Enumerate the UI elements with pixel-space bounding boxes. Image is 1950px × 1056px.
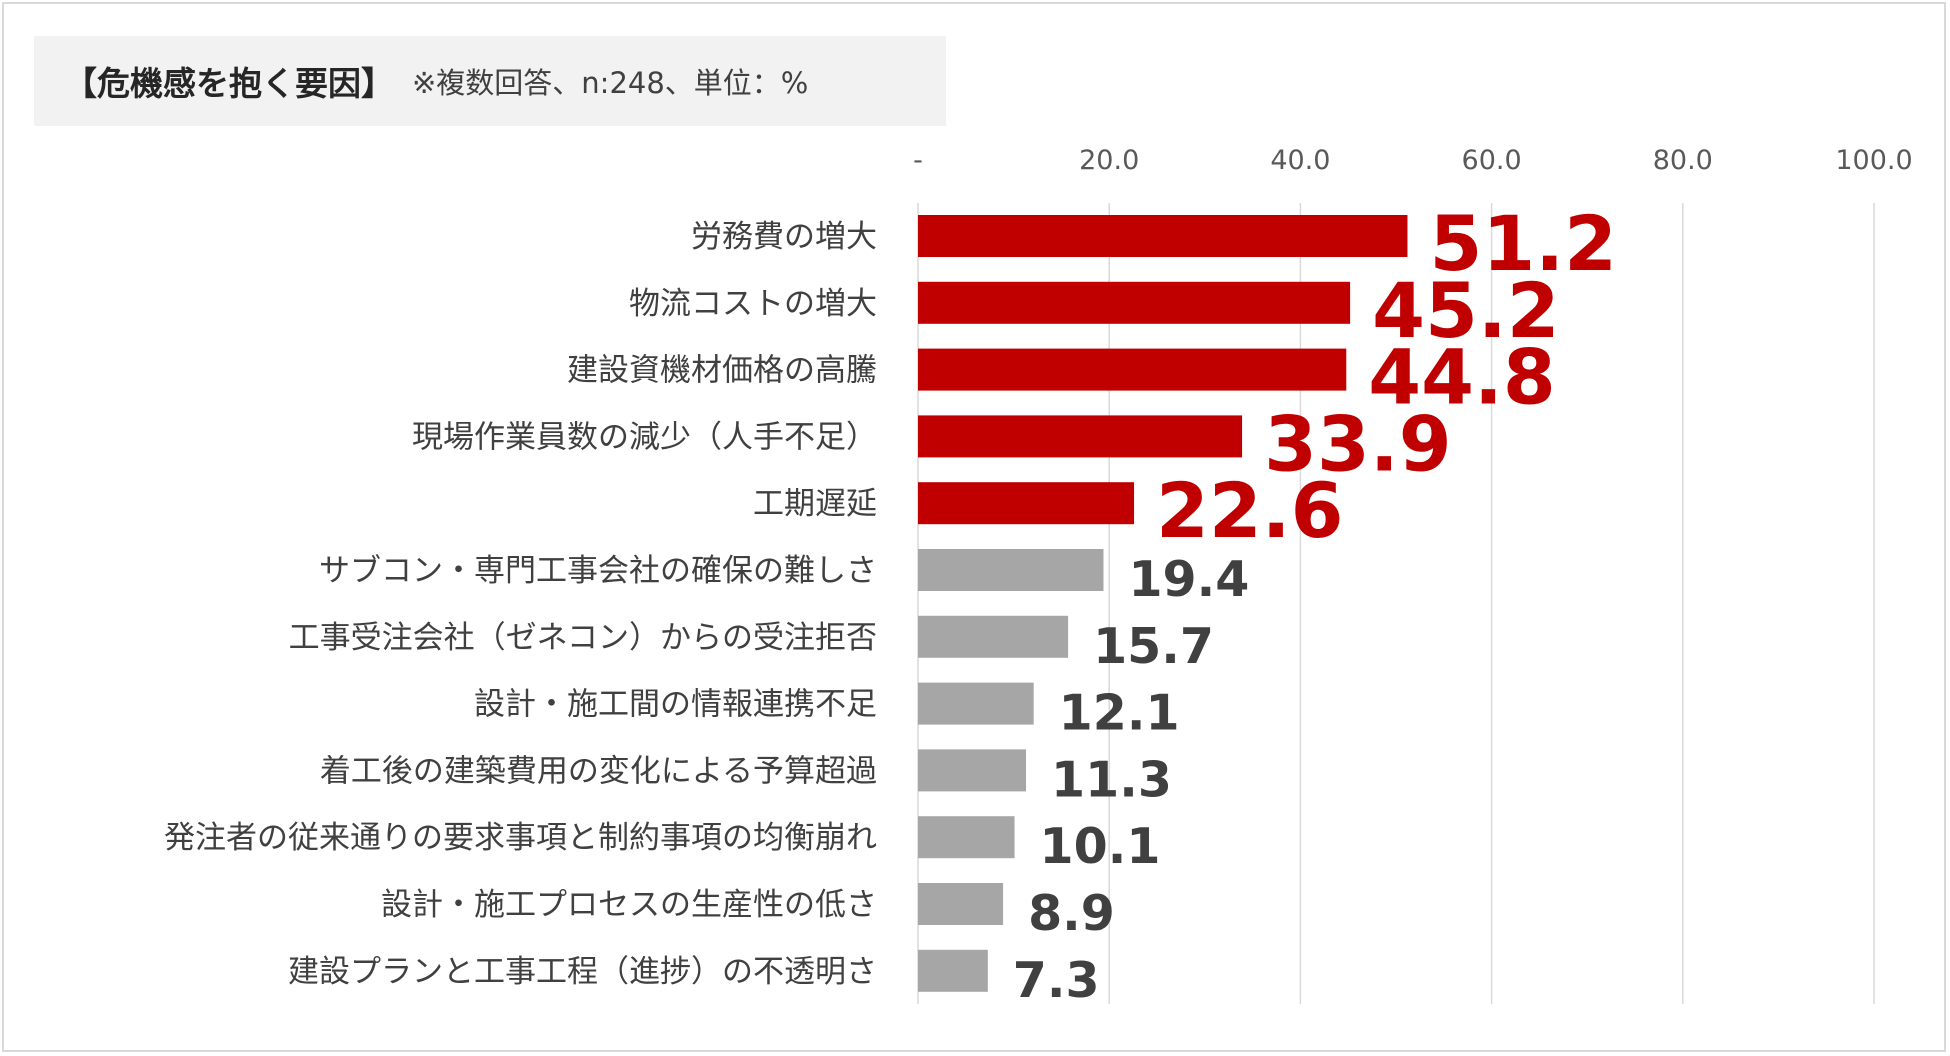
- category-label: 現場作業員数の減少（人手不足）: [412, 419, 877, 455]
- chart-title: 【危機感を抱く要因】: [64, 64, 394, 103]
- x-tick-label: 60.0: [1462, 145, 1522, 176]
- value-label: 33.9: [1264, 399, 1452, 488]
- value-label: 11.3: [1051, 751, 1172, 808]
- bar: [918, 615, 1069, 658]
- value-labels: 51.245.244.833.922.619.4 15.7 12.1 11.3 10.1…: [1013, 199, 1617, 1009]
- bar: [918, 281, 1351, 324]
- value-label: 22.6: [1156, 466, 1344, 555]
- category-label: 労務費の増大: [691, 219, 877, 255]
- category-label: 発注者の従来通りの要求事項と制約事項の均衡崩れ: [164, 820, 877, 856]
- x-axis-ticks: - 20.0 40.0 60.0 80.0 100.0: [913, 145, 1913, 176]
- category-label: 物流コストの増大: [629, 286, 877, 322]
- bar: [918, 682, 1034, 725]
- value-label: 7.3: [1013, 952, 1100, 1009]
- bar: [918, 215, 1408, 257]
- category-label: 建設プランと工事工程（進捗）の不透明さ: [288, 954, 877, 990]
- x-tick-label: 100.0: [1835, 145, 1912, 176]
- value-label: 19.4: [1128, 551, 1249, 608]
- value-label: 8.9: [1028, 885, 1115, 942]
- x-tick-label: 20.0: [1079, 145, 1139, 176]
- value-label: 51.2: [1429, 199, 1617, 288]
- value-label: 44.8: [1368, 333, 1556, 422]
- bar: [918, 482, 1135, 525]
- category-label: サブコン・専門工事会社の確保の難しさ: [319, 553, 877, 589]
- value-label: 45.2: [1372, 266, 1560, 355]
- x-tick-label: -: [913, 145, 923, 176]
- category-label: 設計・施工プロセスの生産性の低さ: [381, 887, 877, 923]
- category-label: 工事受注会社（ゼネコン）からの受注拒否: [289, 620, 877, 656]
- bar: [918, 348, 1347, 391]
- category-label: 着工後の建築費用の変化による予算超過: [320, 753, 877, 789]
- category-label: 工期遅延: [753, 486, 877, 522]
- value-label: 15.7: [1093, 618, 1214, 675]
- bar: [918, 949, 988, 992]
- value-label: 12.1: [1059, 685, 1180, 742]
- x-tick-label: 40.0: [1270, 145, 1330, 176]
- bar: [918, 415, 1243, 458]
- grid: [917, 203, 1875, 1004]
- bar: [918, 883, 1004, 925]
- value-label: 10.1: [1040, 818, 1161, 875]
- x-tick-label: 80.0: [1653, 145, 1713, 176]
- category-label: 設計・施工間の情報連携不足: [474, 687, 877, 723]
- bar: [918, 549, 1104, 591]
- bar: [918, 749, 1027, 792]
- bar: [918, 816, 1015, 859]
- chart-subtitle: ※複数回答、n:248、単位：%: [412, 66, 809, 100]
- bars: [918, 215, 1408, 992]
- title-box: 【危機感を抱く要因】 ※複数回答、n:248、単位：%: [34, 36, 946, 126]
- category-label: 建設資機材価格の高騰: [567, 353, 877, 389]
